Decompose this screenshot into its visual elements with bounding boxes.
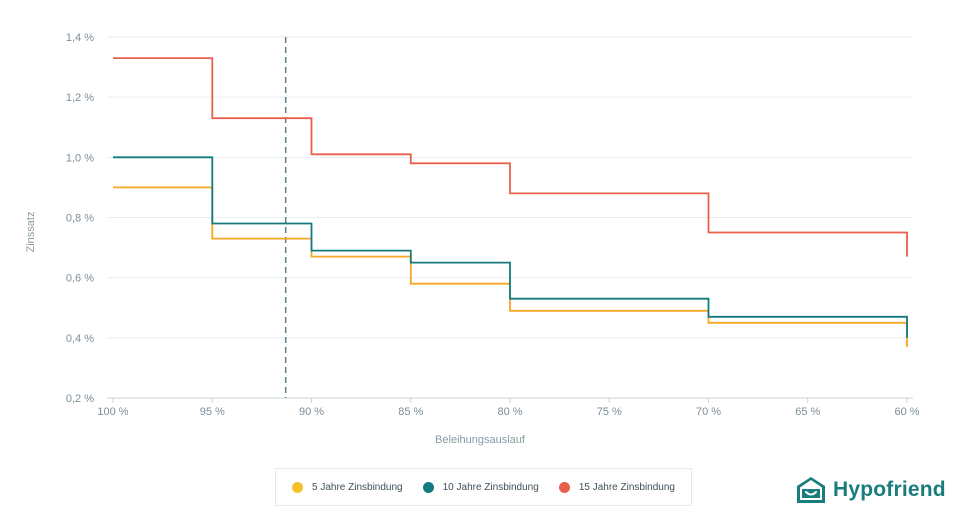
legend-label: 10 Jahre Zinsbindung xyxy=(442,481,539,493)
hypofriend-logo: Hypofriend xyxy=(796,476,946,504)
x-tick-label: 95 % xyxy=(200,406,225,418)
legend: 5 Jahre Zinsbindung 10 Jahre Zinsbindung… xyxy=(275,468,692,506)
house-smile-icon xyxy=(797,477,825,503)
y-tick-label: 0,8 % xyxy=(66,213,94,225)
x-axis-ticks: 100 % 95 % 90 % 85 % 80 % 75 % 70 % 65 % 60 % xyxy=(97,398,920,418)
y-axis-title: Zinssatz xyxy=(25,212,37,253)
legend-dot-5-jahre xyxy=(292,481,303,493)
legend-item-5-jahre[interactable]: 5 Jahre Zinsbindung xyxy=(292,481,403,493)
series-line-3 xyxy=(113,57,908,257)
x-tick-label: 65 % xyxy=(795,406,820,418)
y-tick-label: 0,2 % xyxy=(66,393,94,405)
x-tick-label: 90 % xyxy=(299,406,324,418)
series-line-2 xyxy=(113,156,908,338)
series-lines xyxy=(113,57,908,347)
brand-name: Hypofriend xyxy=(833,478,946,501)
y-tick-label: 1,4 % xyxy=(66,32,94,44)
x-tick-label: 60 % xyxy=(894,406,919,418)
grid-lines xyxy=(107,36,913,399)
x-tick-label: 75 % xyxy=(597,406,622,418)
x-tick-label: 85 % xyxy=(398,406,423,418)
x-tick-label: 80 % xyxy=(497,406,522,418)
y-tick-label: 1,2 % xyxy=(66,92,94,104)
x-axis-title: Beleihungsauslauf xyxy=(435,434,526,446)
legend-label: 5 Jahre Zinsbindung xyxy=(312,481,403,493)
y-tick-label: 0,4 % xyxy=(66,333,94,345)
legend-dot-15-jahre xyxy=(558,481,570,493)
y-tick-label: 1,0 % xyxy=(66,152,94,164)
legend-label: 15 Jahre Zinsbindung xyxy=(578,481,675,493)
series-line-1 xyxy=(113,186,908,347)
legend-item-10-jahre[interactable]: 10 Jahre Zinsbindung xyxy=(422,481,539,493)
x-tick-label: 70 % xyxy=(696,406,721,418)
x-tick-label: 100 % xyxy=(97,406,128,418)
legend-dot-10-jahre xyxy=(422,481,434,493)
y-tick-label: 0,6 % xyxy=(66,273,94,285)
legend-item-15-jahre[interactable]: 15 Jahre Zinsbindung xyxy=(558,481,675,493)
y-axis-ticks: 0,2 % 0,4 % 0,6 % 0,8 % 1,0 % 1,2 % 1,4 % xyxy=(66,32,94,405)
